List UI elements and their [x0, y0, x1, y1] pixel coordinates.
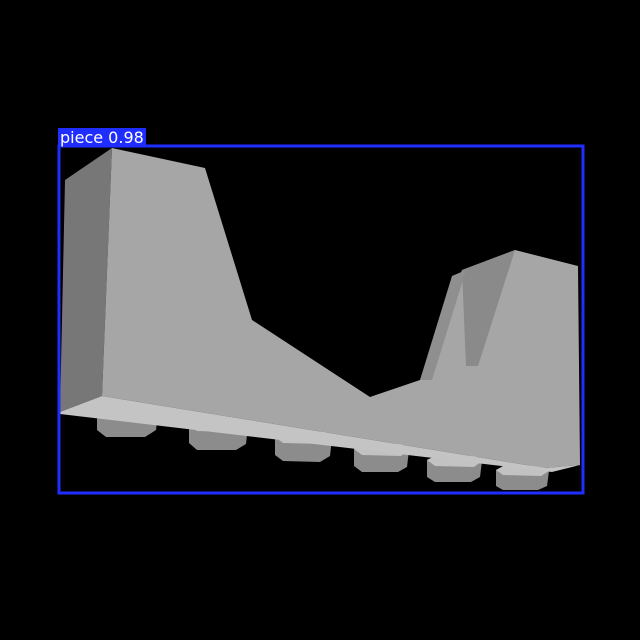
detection-label: piece 0.98: [58, 128, 146, 147]
detection-bounding-box: [57, 144, 585, 495]
piece-body: [60, 148, 580, 472]
